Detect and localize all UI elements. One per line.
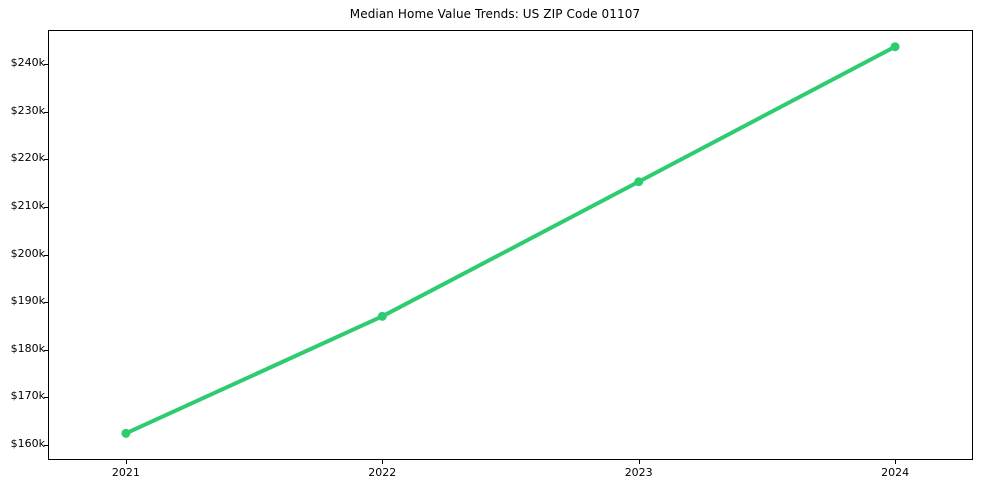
x-tick-mark	[895, 459, 897, 464]
x-tick-mark	[125, 459, 127, 464]
y-tick-mark	[44, 444, 49, 446]
plot-inner: $160k $170k $180k $190k $200k $210k $220k $230k…	[11, 31, 972, 479]
y-tick-mark	[44, 111, 49, 113]
x-tick-mark	[638, 459, 640, 464]
y-tick-mark	[44, 397, 49, 399]
x-tick-label: 2022	[368, 466, 397, 479]
y-tick-label: $180k	[10, 341, 45, 355]
y-tick-label: $240k	[10, 56, 45, 70]
line-series-svg	[121, 42, 900, 438]
x-tick-mark	[382, 459, 384, 464]
y-tick-label: $170k	[10, 389, 45, 403]
data-point-marker	[377, 311, 387, 321]
y-tick-mark	[44, 254, 49, 256]
y-tick-mark	[44, 64, 49, 66]
chart-title: Median Home Value Trends: US ZIP Code 01…	[349, 7, 641, 21]
x-tick-label: 2023	[624, 466, 653, 479]
y-tick-label: $210k	[10, 198, 45, 212]
y-tick-mark	[44, 206, 49, 208]
y-tick-mark	[44, 349, 49, 351]
plot-area: $160k $170k $180k $190k $200k $210k $220k $230k…	[11, 30, 973, 479]
data-point-marker	[890, 42, 900, 52]
y-tick-label: $200k	[10, 246, 45, 260]
series-markers	[121, 42, 900, 438]
data-point-marker	[634, 177, 644, 187]
y-tick-label: $190k	[10, 294, 45, 308]
y-tick-mark	[44, 159, 49, 161]
data-point-marker	[121, 428, 131, 438]
y-tick-label: $230k	[10, 103, 45, 117]
series-line-median-home-value	[123, 44, 898, 436]
x-tick-label: 2021	[111, 466, 140, 479]
y-tick-label: $220k	[10, 151, 45, 165]
y-tick-mark	[44, 302, 49, 304]
y-tick-label: $160k	[10, 436, 45, 450]
x-tick-label: 2024	[881, 466, 910, 479]
